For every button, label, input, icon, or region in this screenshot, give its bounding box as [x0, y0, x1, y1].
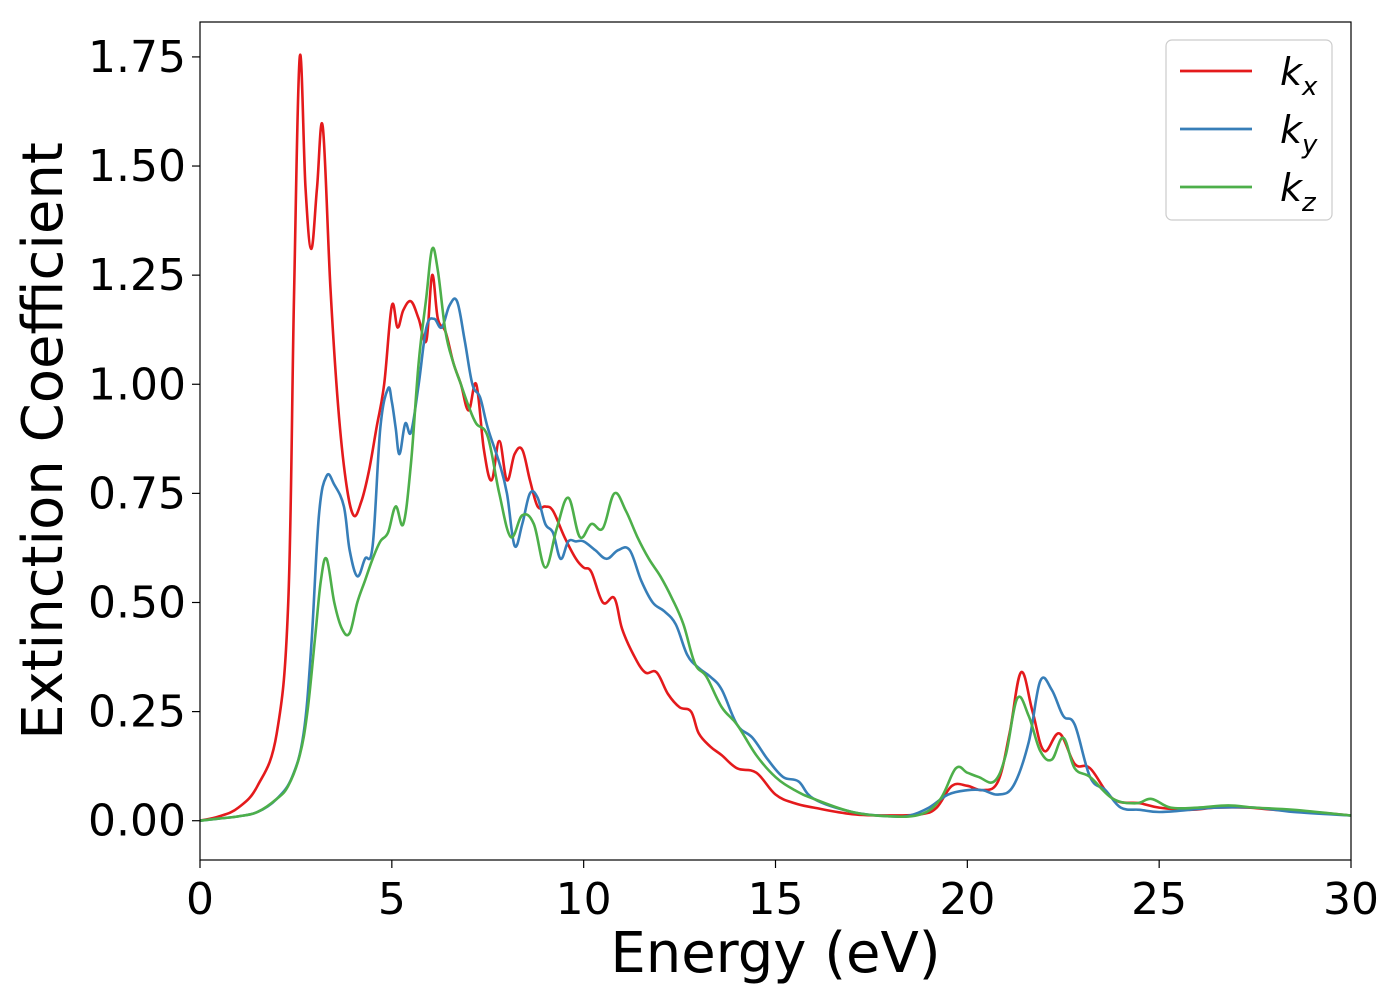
- y-tick-label: 1.25: [88, 250, 186, 301]
- y-tick-label: 1.50: [88, 141, 186, 192]
- x-tick-label: 15: [748, 874, 804, 925]
- x-tick-label: 20: [939, 874, 995, 925]
- y-tick-label: 0.25: [88, 687, 186, 738]
- x-tick-label: 30: [1323, 874, 1379, 925]
- y-tick-label: 0.00: [88, 796, 186, 847]
- y-tick-label: 0.75: [88, 468, 186, 519]
- y-tick-label: 1.75: [88, 32, 186, 83]
- legend: kx ky kz: [1165, 39, 1333, 221]
- x-tick-label: 0: [186, 874, 214, 925]
- x-axis-title: Energy (eV): [610, 921, 940, 986]
- y-axis: 0.00 0.25 0.50 0.75 1.00 1.25 1.50 1.75: [88, 32, 200, 847]
- series-line-kz: [200, 246, 1351, 823]
- legend-label-kz: kz: [1280, 166, 1317, 218]
- series-layer: [200, 53, 1351, 823]
- legend-label-kx: kx: [1280, 50, 1318, 102]
- y-axis-title: Extinction Coefficient: [11, 142, 76, 740]
- y-tick-label: 0.50: [88, 577, 186, 628]
- x-axis: 0 5 10 15 20 25 30: [186, 860, 1379, 925]
- x-tick-label: 25: [1131, 874, 1187, 925]
- legend-label-ky: ky: [1280, 108, 1318, 160]
- series-line-ky: [200, 297, 1351, 823]
- x-tick-label: 10: [556, 874, 612, 925]
- x-tick-label: 5: [378, 874, 406, 925]
- y-tick-label: 1.00: [88, 359, 186, 410]
